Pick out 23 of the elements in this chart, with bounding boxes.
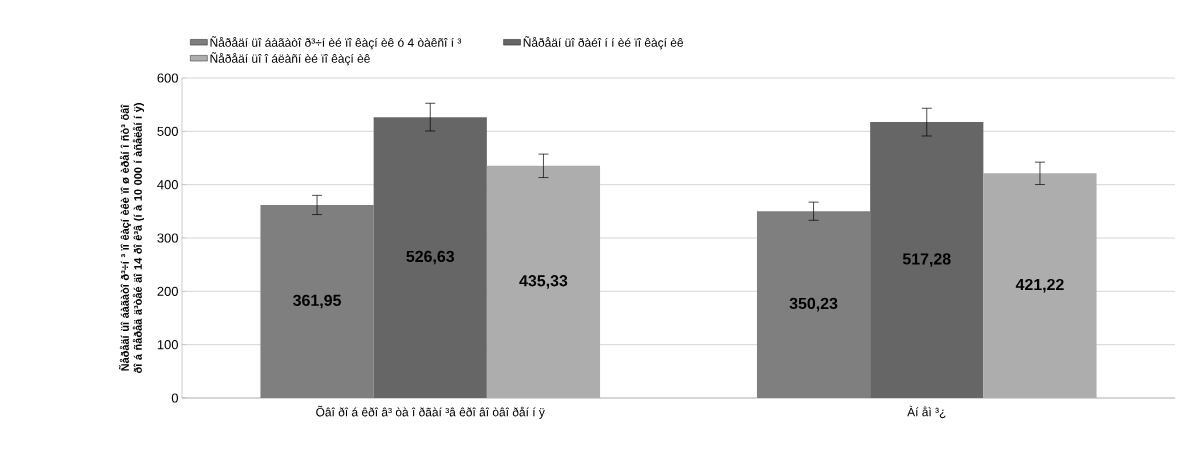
legend-label: Ñåðåäí üî ðàéî í í èé ïî êàçí èê <box>523 36 684 50</box>
y-tick-label: 500 <box>157 126 178 136</box>
data-label: 361,95 <box>293 294 341 309</box>
x-tick-label: Àí åì ³¿ <box>907 405 946 419</box>
data-label: 526,63 <box>406 250 455 265</box>
y-tick-label: 400 <box>157 180 178 190</box>
x-tick-label: Õâî ðî á êðî â³ òà î ðãàí ³â êðî âî òâî ðåí í ÿ <box>316 405 545 419</box>
legend-label: Ñåðåäí üî î áëàñí èé ïî êàçí èê <box>210 52 370 66</box>
y-tick-label: 0 <box>171 393 178 403</box>
bar <box>373 117 487 398</box>
data-label: 350,23 <box>789 297 838 312</box>
y-tick-label: 200 <box>157 286 178 296</box>
y-tick-label: 100 <box>157 340 178 350</box>
y-tick-label: 600 <box>157 73 178 83</box>
y-axis-title: Ñåðåäí üî áàãàòî ð³÷í ³ ïî êàçí èêè ïî ø èðåí î ñò³ õâî ðî á ñåðåä ä³òåé äî 14 ðî ê³â (í à 10 000 í àñåëåí í ÿ) <box>119 103 145 374</box>
data-label: 421,22 <box>1015 278 1064 293</box>
y-tick-label: 300 <box>157 233 178 243</box>
bar <box>870 122 984 398</box>
bar <box>486 165 601 398</box>
data-label: 517,28 <box>902 253 951 267</box>
legend-label: Ñåðåäí üî áàãàòî ð³÷í èé ïî êàçí èê ó 4 òàêñî í ³ <box>210 36 462 50</box>
data-label: 435,33 <box>519 275 568 289</box>
bar <box>983 173 1097 398</box>
